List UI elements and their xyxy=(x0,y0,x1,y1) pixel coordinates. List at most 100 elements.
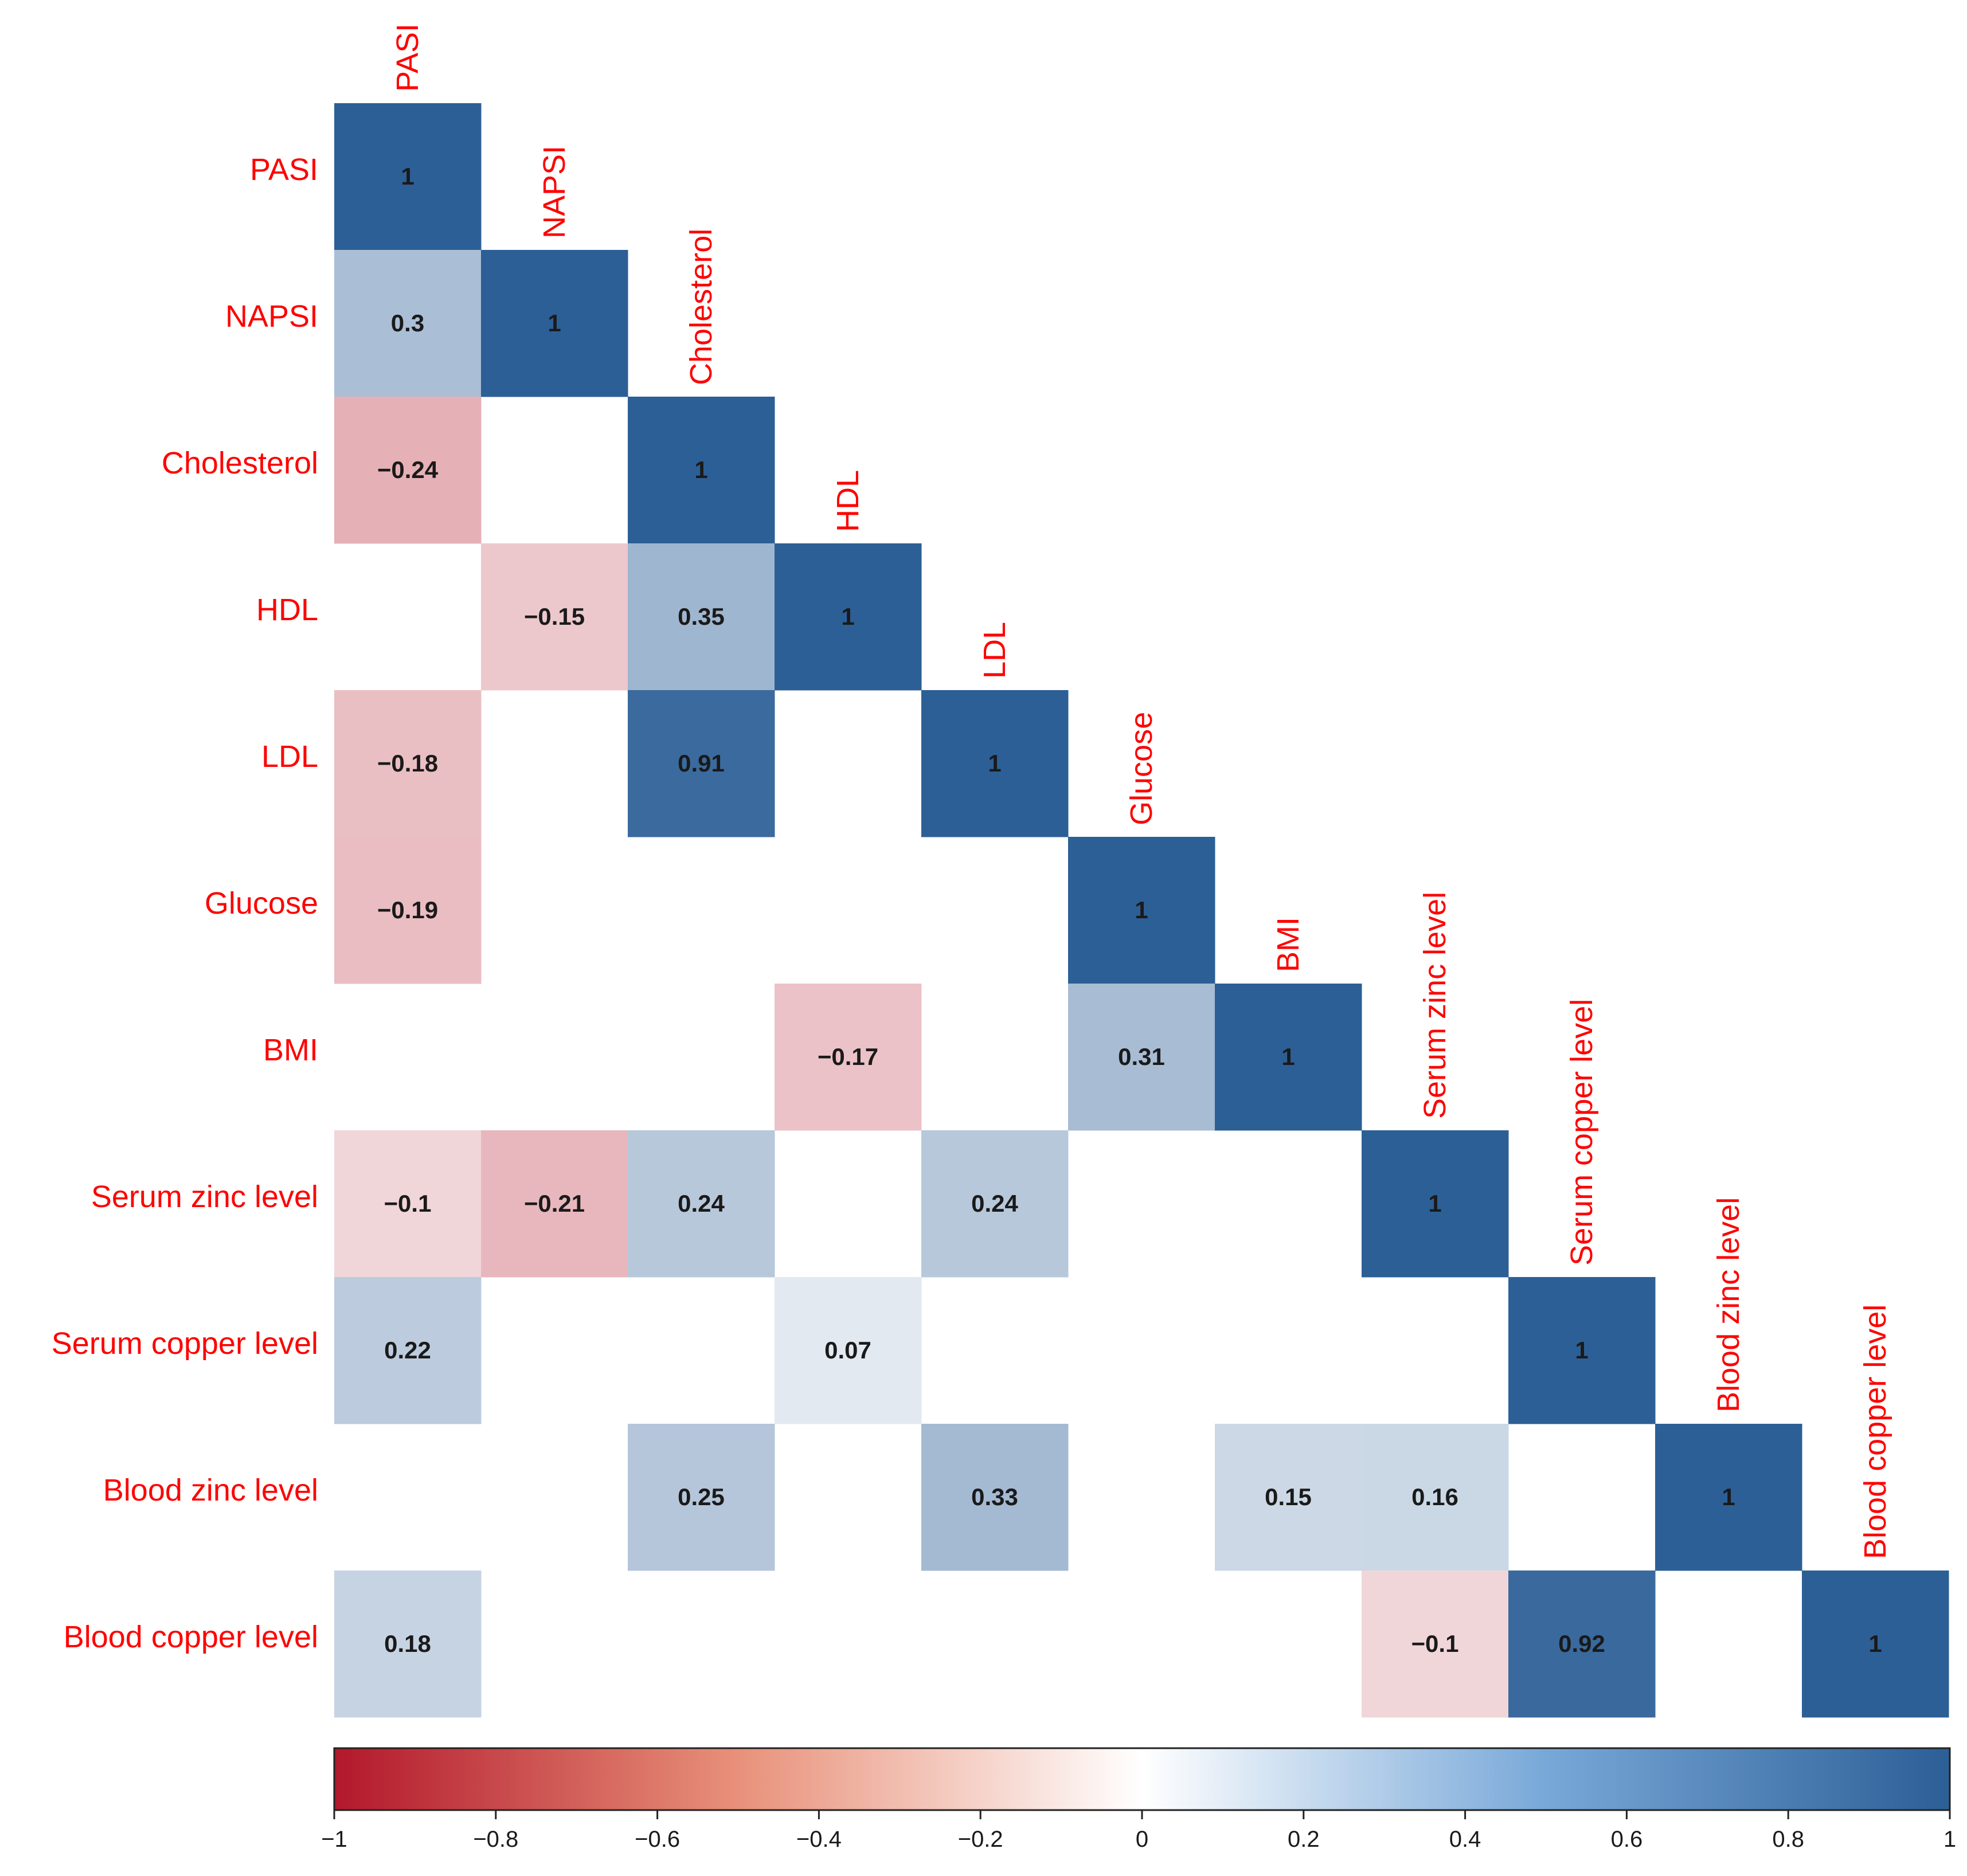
cell-blood-copper-level-pasi xyxy=(334,1570,482,1718)
cell-pasi-pasi xyxy=(334,103,482,250)
heatmap-cell-labels: 10.3 1−0.24 1−0.15 0.35 1−0.18 0.91 1−0.19 1−0.… xyxy=(377,163,1882,1657)
row-label-bmi: BMI xyxy=(263,1033,318,1067)
cell-value-blood-zinc-level-blood-zinc-level: 1 xyxy=(1722,1483,1735,1510)
cell-value-hdl-cholesterol: 0.35 xyxy=(678,603,725,630)
col-label-pasi: PASI xyxy=(390,24,425,92)
cell-value-blood-copper-level-serum-zinc-level: −0.1 xyxy=(1411,1630,1459,1657)
cell-value-napsi-pasi: 0.3 xyxy=(391,310,424,336)
colorbar-tick-label: −0.4 xyxy=(796,1827,842,1852)
col-label-blood-copper-level: Blood copper level xyxy=(1858,1305,1892,1559)
cell-napsi-pasi xyxy=(334,250,482,397)
col-label-ldl: LDL xyxy=(977,622,1012,679)
cell-value-ldl-pasi: −0.18 xyxy=(377,750,438,777)
cell-blood-zinc-level-serum-zinc-level xyxy=(1362,1424,1509,1571)
cell-blood-zinc-level-ldl xyxy=(921,1424,1069,1571)
cell-value-blood-zinc-level-serum-zinc-level: 0.16 xyxy=(1411,1483,1458,1510)
colorbar-tick-label: 0 xyxy=(1136,1827,1148,1852)
cell-value-bmi-glucose: 0.31 xyxy=(1118,1043,1165,1070)
cell-blood-copper-level-serum-copper-level xyxy=(1508,1570,1656,1718)
cell-value-ldl-cholesterol: 0.91 xyxy=(678,750,725,777)
cell-value-serum-zinc-level-cholesterol: 0.24 xyxy=(678,1190,725,1217)
cell-hdl-cholesterol xyxy=(628,543,775,691)
cell-serum-zinc-level-pasi xyxy=(334,1130,482,1278)
colorbar-tick-label: 0.2 xyxy=(1288,1827,1320,1852)
row-label-pasi: PASI xyxy=(250,152,318,187)
cell-value-pasi-pasi: 1 xyxy=(401,163,414,190)
heatmap-cells xyxy=(334,103,1949,1718)
cell-value-serum-zinc-level-ldl: 0.24 xyxy=(971,1190,1018,1217)
cell-serum-zinc-level-serum-zinc-level xyxy=(1362,1130,1509,1278)
cell-value-ldl-ldl: 1 xyxy=(988,750,1001,777)
cell-value-cholesterol-pasi: −0.24 xyxy=(377,456,439,483)
cell-ldl-pasi xyxy=(334,690,482,837)
cell-value-glucose-pasi: −0.19 xyxy=(377,896,438,923)
cell-value-serum-copper-level-serum-copper-level: 1 xyxy=(1575,1337,1588,1364)
cell-value-blood-copper-level-blood-copper-level: 1 xyxy=(1868,1630,1882,1657)
cell-serum-copper-level-pasi xyxy=(334,1277,482,1424)
col-label-napsi: NAPSI xyxy=(537,146,572,238)
col-label-glucose: Glucose xyxy=(1124,712,1159,825)
cell-blood-zinc-level-cholesterol xyxy=(628,1424,775,1571)
cell-cholesterol-pasi xyxy=(334,397,482,544)
cell-value-bmi-hdl: −0.17 xyxy=(818,1043,878,1070)
cell-serum-zinc-level-cholesterol xyxy=(628,1130,775,1278)
col-label-cholesterol: Cholesterol xyxy=(684,229,718,385)
cell-value-hdl-napsi: −0.15 xyxy=(524,603,585,630)
cell-napsi-napsi xyxy=(481,250,628,397)
cell-value-cholesterol-cholesterol: 1 xyxy=(694,456,707,483)
cell-value-serum-zinc-level-napsi: −0.21 xyxy=(524,1190,585,1217)
colorbar-tick-label: 1 xyxy=(1943,1827,1956,1852)
colorbar-tick-label: −1 xyxy=(321,1827,347,1852)
colorbar-tick-label: 0.6 xyxy=(1611,1827,1643,1852)
colorbar-tick-label: 0.4 xyxy=(1449,1827,1481,1852)
cell-value-serum-copper-level-pasi: 0.22 xyxy=(384,1337,431,1364)
cell-glucose-glucose xyxy=(1068,837,1215,984)
cell-blood-copper-level-blood-copper-level xyxy=(1802,1570,1949,1718)
cell-serum-zinc-level-ldl xyxy=(921,1130,1069,1278)
cell-value-serum-zinc-level-serum-zinc-level: 1 xyxy=(1428,1190,1441,1217)
cell-value-blood-copper-level-serum-copper-level: 0.92 xyxy=(1558,1630,1605,1657)
col-label-hdl: HDL xyxy=(831,470,865,532)
cell-serum-zinc-level-napsi xyxy=(481,1130,628,1278)
col-label-serum-copper-level: Serum copper level xyxy=(1565,999,1599,1266)
cell-value-glucose-glucose: 1 xyxy=(1135,896,1148,923)
row-label-glucose: Glucose xyxy=(205,886,318,921)
cell-value-serum-copper-level-hdl: 0.07 xyxy=(824,1337,871,1364)
cell-blood-zinc-level-blood-zinc-level xyxy=(1655,1424,1802,1571)
row-label-blood-zinc-level: Blood zinc level xyxy=(103,1473,318,1507)
cell-value-bmi-bmi: 1 xyxy=(1281,1043,1295,1070)
cell-bmi-bmi xyxy=(1215,984,1362,1131)
colorbar-ticks: −1 −0.8 −0.6 −0.4 −0.2 0 0.2 0.4 0.6 0.8 1 xyxy=(321,1810,1956,1852)
cell-value-blood-zinc-level-ldl: 0.33 xyxy=(971,1483,1018,1510)
row-label-hdl: HDL xyxy=(256,593,318,627)
row-label-blood-copper-level: Blood copper level xyxy=(64,1620,318,1654)
row-label-napsi: NAPSI xyxy=(225,299,318,334)
row-label-serum-zinc-level: Serum zinc level xyxy=(91,1180,318,1214)
row-label-cholesterol: Cholesterol xyxy=(162,446,318,480)
cell-bmi-glucose xyxy=(1068,984,1215,1131)
cell-glucose-pasi xyxy=(334,837,482,984)
colorbar-tick-label: −0.2 xyxy=(958,1827,1003,1852)
cell-value-blood-copper-level-pasi: 0.18 xyxy=(384,1630,431,1657)
row-labels: PASI NAPSI Cholesterol HDL LDL Glucose BMI Seru… xyxy=(52,152,318,1654)
row-label-ldl: LDL xyxy=(261,739,318,774)
cell-value-blood-zinc-level-bmi: 0.15 xyxy=(1265,1483,1312,1510)
cell-value-napsi-napsi: 1 xyxy=(548,310,561,336)
cell-hdl-hdl xyxy=(775,543,922,691)
cell-value-serum-zinc-level-pasi: −0.1 xyxy=(384,1190,432,1217)
cell-bmi-hdl xyxy=(775,984,922,1131)
colorbar-tick-label: −0.8 xyxy=(473,1827,518,1852)
cell-hdl-napsi xyxy=(481,543,628,691)
cell-ldl-cholesterol xyxy=(628,690,775,837)
colorbar-gradient xyxy=(333,1747,1951,1811)
col-label-blood-zinc-level: Blood zinc level xyxy=(1711,1197,1746,1412)
colorbar-tick-label: 0.8 xyxy=(1772,1827,1804,1852)
col-label-bmi: BMI xyxy=(1271,917,1305,972)
colorbar-tick-label: −0.6 xyxy=(635,1827,680,1852)
cell-cholesterol-cholesterol xyxy=(628,397,775,544)
cell-value-hdl-hdl: 1 xyxy=(841,603,854,630)
cell-serum-copper-level-hdl xyxy=(775,1277,922,1424)
col-label-serum-zinc-level: Serum zinc level xyxy=(1418,892,1452,1119)
row-label-serum-copper-level: Serum copper level xyxy=(52,1326,318,1361)
